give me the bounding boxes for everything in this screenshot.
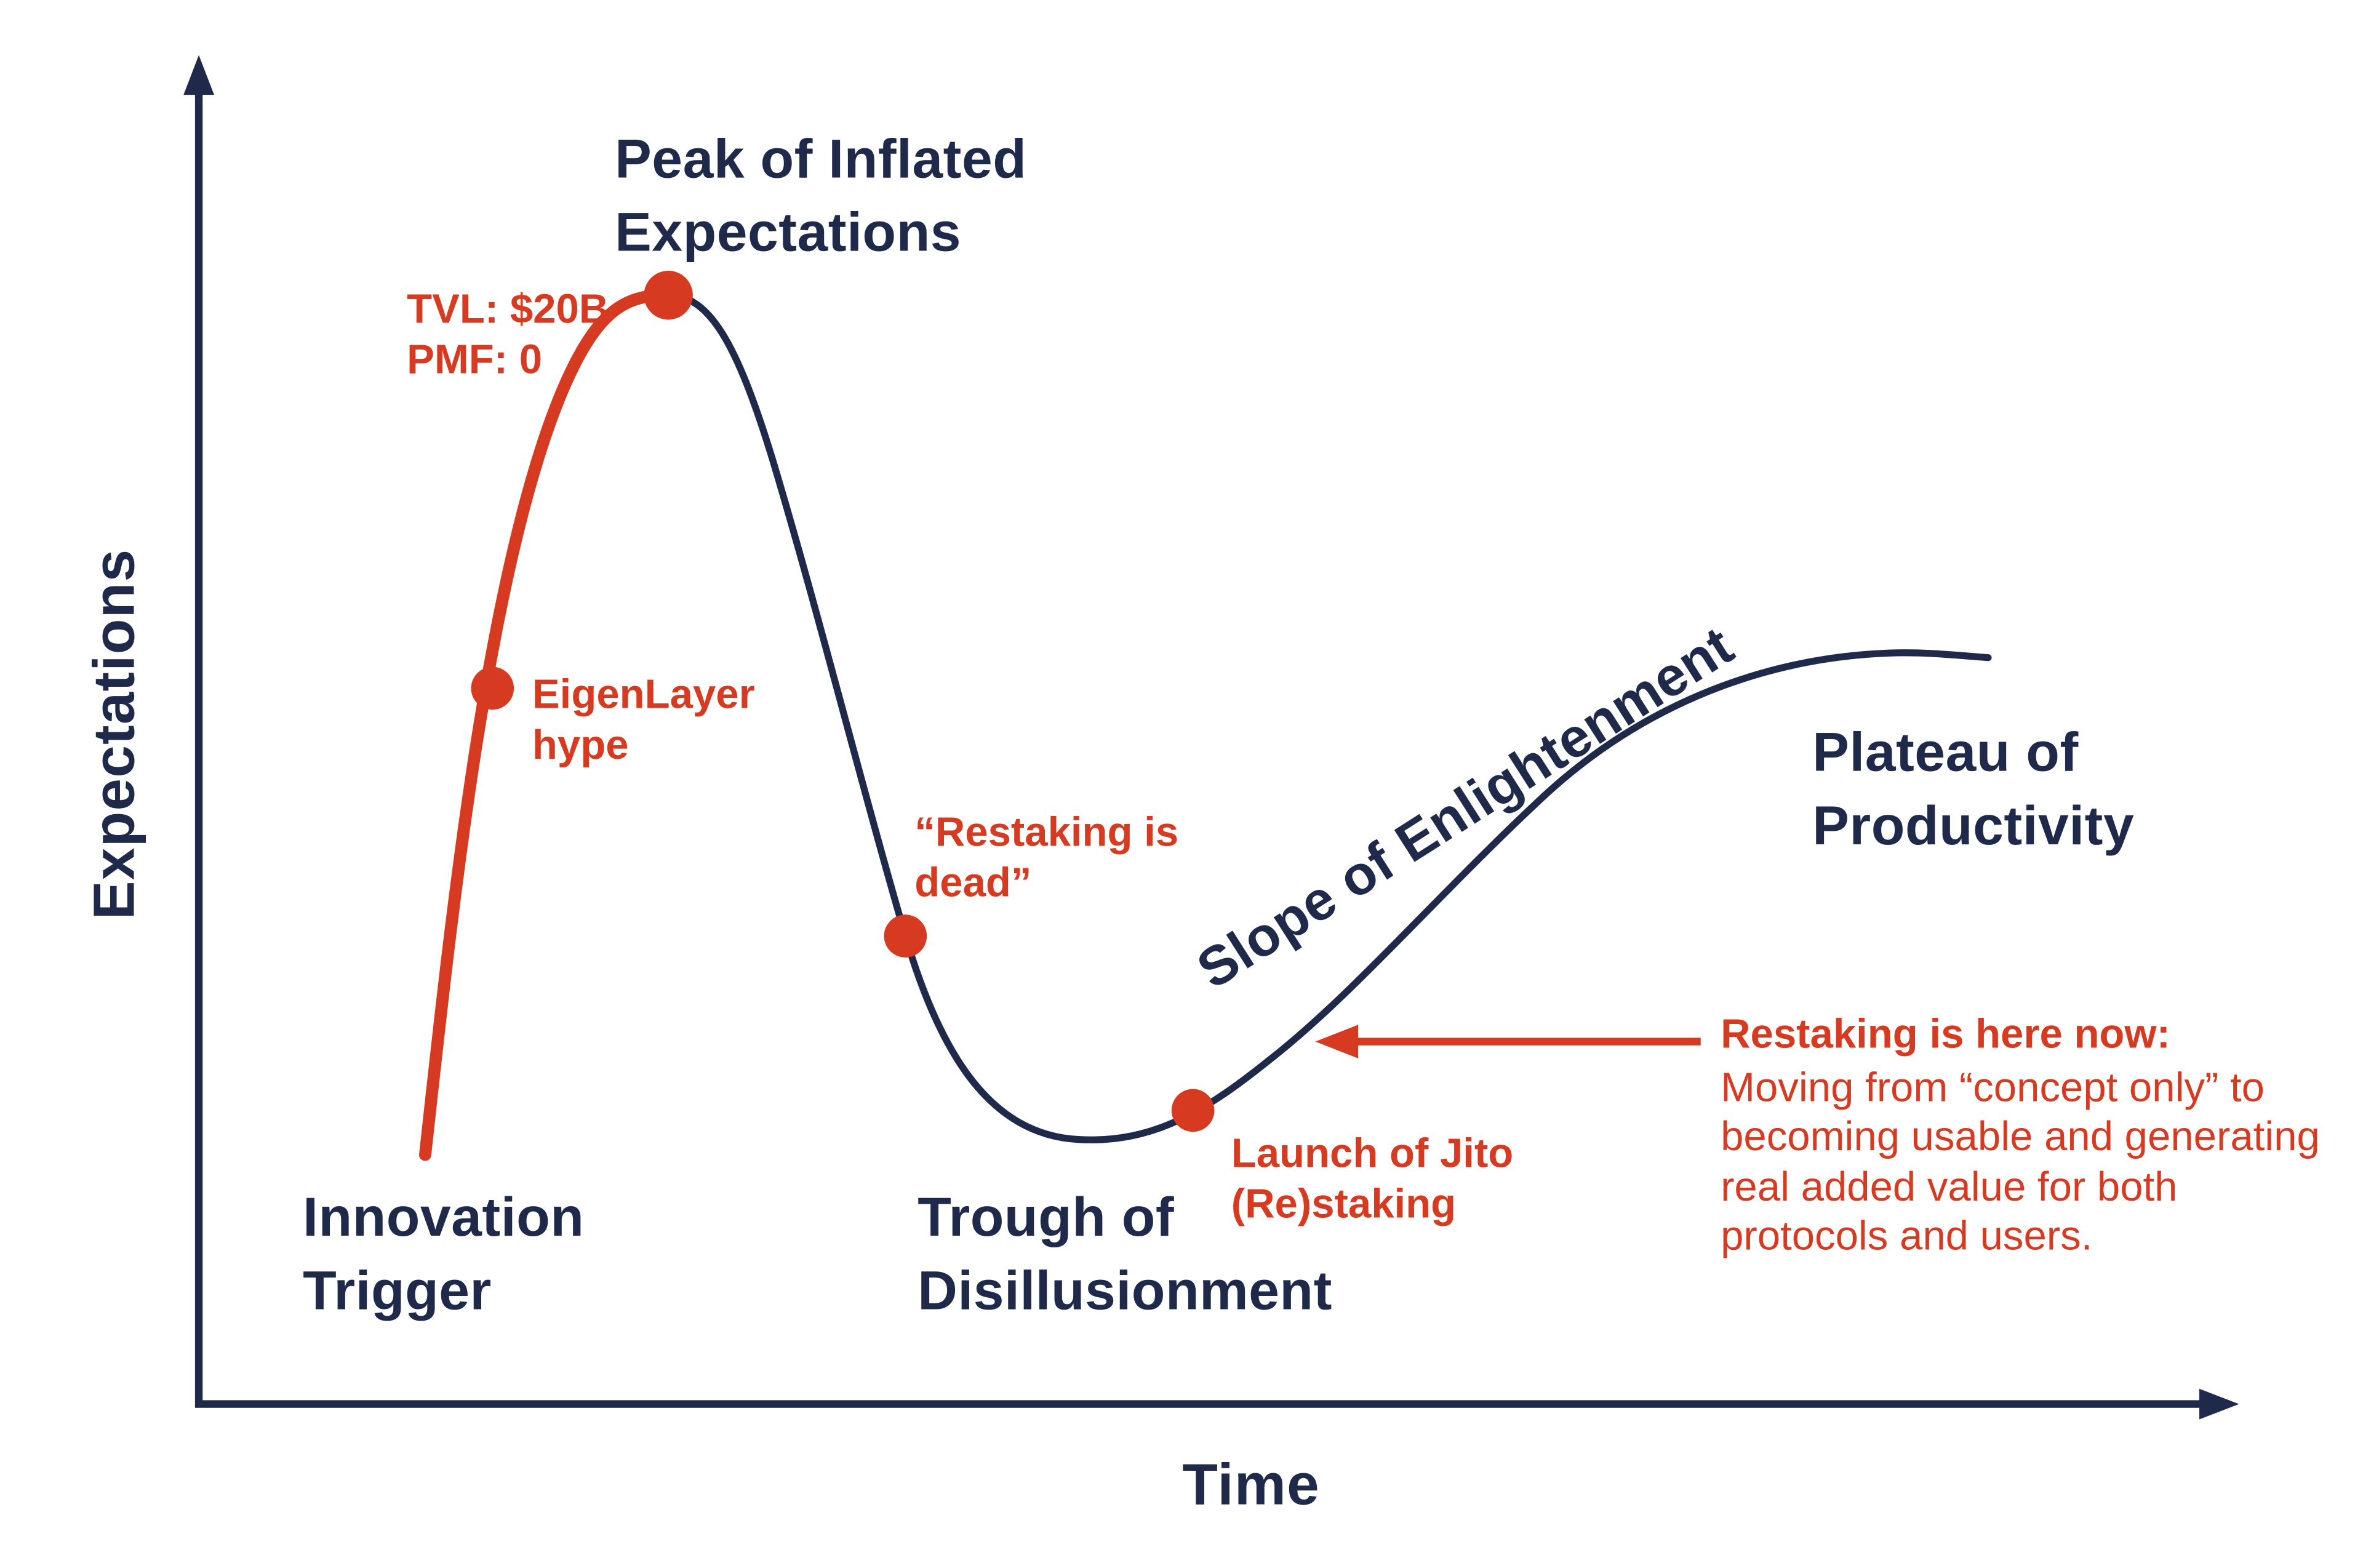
phase-label-trough: Trough of Disillusionment: [918, 1185, 1332, 1321]
restaking-dead-dot: [884, 914, 927, 958]
phase-label-peak: Peak of Inflated Expectations: [615, 127, 1027, 263]
x-axis-label: Time: [1182, 1454, 1320, 1518]
hype-curve-hype-segment: [418, 289, 675, 1161]
eigenlayer-dot: [471, 666, 514, 710]
y-axis-arrowhead: [183, 55, 214, 95]
eigenlayer-hype-label: EigenLayer hype: [532, 671, 755, 768]
peak-marker-dot: [644, 270, 693, 320]
peak-metrics: TVL: $20B PMF: 0: [407, 284, 609, 385]
here-now-arrowhead: [1315, 1025, 1359, 1058]
jito-dot: [1171, 1089, 1215, 1132]
here-now-note: Restaking is here now: Moving from “conc…: [1721, 1009, 2332, 1261]
restaking-dead-label: “Restaking is dead”: [914, 809, 1179, 906]
jito-launch-label: Launch of Jito (Re)staking: [1231, 1130, 1514, 1227]
y-axis-label: Expectations: [83, 548, 148, 920]
x-axis-arrowhead: [2199, 1388, 2239, 1420]
phase-label-plateau: Plateau of Productivity: [1812, 720, 2135, 856]
here-now-heading: Restaking is here now:: [1721, 1010, 2170, 1057]
axis-lines: [194, 82, 2212, 1408]
phase-label-innovation-trigger: Innovation Trigger: [303, 1185, 585, 1321]
hype-curve-main: [665, 292, 1992, 1143]
peak-metrics-pmf: PMF: 0: [407, 336, 543, 383]
peak-metrics-tvl: TVL: $20B: [407, 286, 609, 332]
here-now-body: Moving from “concept only” to becoming u…: [1721, 1064, 2320, 1259]
